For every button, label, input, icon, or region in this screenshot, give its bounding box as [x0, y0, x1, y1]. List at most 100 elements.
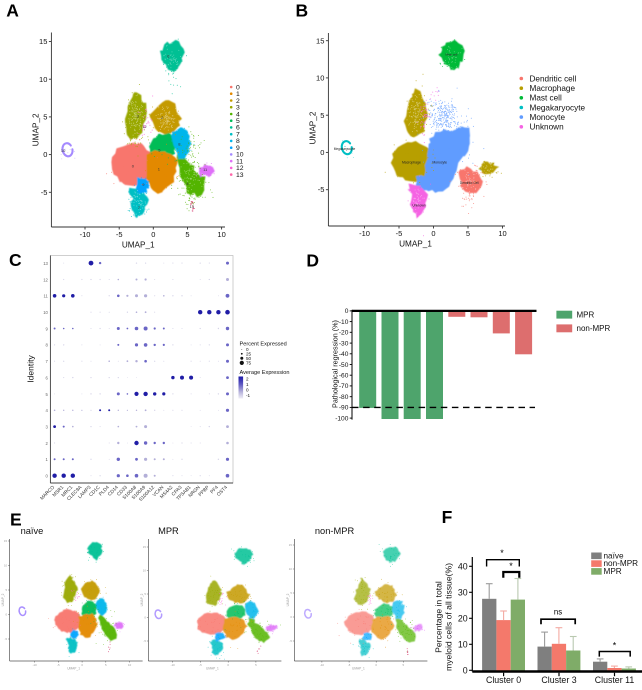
svg-text:-50: -50 [339, 362, 349, 369]
svg-text:MPR: MPR [158, 526, 179, 536]
svg-text:Mast cell: Mast cell [445, 52, 457, 56]
svg-text:10: 10 [498, 229, 506, 238]
svg-text:0: 0 [46, 474, 49, 479]
svg-text:3: 3 [46, 424, 49, 429]
svg-text:2: 2 [46, 441, 49, 446]
svg-text:7: 7 [46, 359, 49, 364]
svg-text:5: 5 [185, 230, 189, 239]
svg-text:UMAP_2: UMAP_2 [32, 113, 41, 146]
svg-text:UMAP_1: UMAP_1 [206, 667, 219, 671]
svg-text:1: 1 [236, 91, 240, 98]
svg-text:naïve: naïve [21, 526, 44, 536]
svg-text:0: 0 [320, 148, 324, 157]
svg-text:30: 30 [458, 587, 468, 597]
svg-text:13: 13 [236, 172, 244, 179]
svg-text:0: 0 [246, 388, 249, 393]
svg-text:-5: -5 [116, 230, 123, 239]
svg-text:UMAP_1: UMAP_1 [67, 667, 80, 671]
svg-text:0: 0 [431, 229, 435, 238]
svg-text:UMAP_2: UMAP_2 [1, 593, 5, 606]
svg-text:MPR: MPR [577, 310, 595, 319]
svg-text:0: 0 [81, 663, 83, 667]
svg-text:UMAP_1: UMAP_1 [352, 667, 365, 671]
svg-text:Cluster 11: Cluster 11 [595, 675, 635, 685]
svg-text:10: 10 [128, 663, 132, 667]
svg-text:9: 9 [142, 182, 145, 187]
svg-text:-30: -30 [339, 340, 349, 347]
svg-text:-5: -5 [396, 229, 403, 238]
svg-text:40: 40 [458, 561, 468, 571]
svg-text:-5: -5 [199, 663, 202, 667]
svg-text:0: 0 [246, 347, 249, 352]
svg-text:Unknown: Unknown [530, 123, 565, 132]
svg-text:6: 6 [167, 53, 170, 58]
svg-text:Percentage in total: Percentage in total [434, 581, 444, 653]
svg-text:9: 9 [236, 145, 240, 152]
svg-text:*: * [509, 561, 513, 571]
svg-text:ns: ns [554, 608, 562, 617]
svg-text:12: 12 [142, 124, 147, 129]
svg-text:-5: -5 [143, 639, 146, 643]
svg-text:3: 3 [136, 114, 139, 119]
svg-text:-90: -90 [339, 405, 349, 412]
svg-text:Unknown: Unknown [412, 204, 426, 208]
svg-text:-10: -10 [171, 663, 175, 667]
svg-text:15: 15 [289, 543, 293, 547]
svg-text:-5: -5 [41, 188, 48, 197]
svg-text:0: 0 [227, 663, 229, 667]
svg-text:11: 11 [203, 167, 208, 172]
svg-text:10: 10 [458, 639, 468, 649]
svg-text:UMAP_1: UMAP_1 [122, 241, 155, 250]
svg-text:10: 10 [4, 564, 8, 568]
svg-text:15: 15 [39, 37, 47, 46]
svg-text:non-MPR: non-MPR [604, 559, 639, 568]
svg-text:UMAP_2: UMAP_2 [309, 111, 318, 144]
svg-text:0: 0 [151, 230, 155, 239]
svg-text:*: * [500, 548, 504, 558]
svg-text:-40: -40 [339, 351, 349, 358]
svg-text:-80: -80 [339, 394, 349, 401]
svg-text:11: 11 [44, 294, 49, 299]
svg-text:-20: -20 [339, 330, 349, 337]
svg-text:Identity: Identity [26, 355, 36, 383]
svg-text:4: 4 [236, 111, 240, 118]
svg-text:0: 0 [463, 665, 468, 675]
svg-text:9: 9 [46, 326, 49, 331]
svg-text:Cluster 0: Cluster 0 [486, 675, 521, 685]
svg-text:myeloid cells of all tissue(%): myeloid cells of all tissue(%) [444, 563, 454, 671]
svg-text:1: 1 [246, 382, 249, 387]
svg-text:Cluster 3: Cluster 3 [541, 675, 576, 685]
svg-text:Dendritic cell: Dendritic cell [530, 74, 577, 83]
svg-text:10: 10 [39, 75, 47, 84]
svg-text:5: 5 [43, 113, 47, 122]
svg-text:0: 0 [6, 613, 8, 617]
svg-text:1: 1 [158, 166, 161, 171]
svg-text:8: 8 [236, 138, 240, 145]
svg-text:B: B [296, 1, 309, 21]
svg-text:MPR: MPR [604, 567, 622, 576]
svg-text:Average Expression: Average Expression [240, 370, 290, 376]
svg-text:15: 15 [4, 539, 8, 543]
svg-text:-5: -5 [318, 185, 325, 194]
svg-text:UMAP_2: UMAP_2 [140, 593, 144, 606]
svg-text:12: 12 [43, 277, 48, 282]
svg-text:5: 5 [144, 592, 146, 596]
svg-text:10: 10 [43, 310, 48, 315]
svg-text:F: F [442, 507, 453, 527]
svg-text:Pathological regression (%): Pathological regression (%) [331, 320, 340, 408]
svg-text:5: 5 [403, 663, 405, 667]
svg-text:-10: -10 [33, 663, 37, 667]
svg-text:UMAP_1: UMAP_1 [399, 240, 432, 249]
svg-text:non-MPR: non-MPR [315, 526, 355, 536]
svg-text:5: 5 [46, 392, 49, 397]
svg-text:5: 5 [158, 148, 161, 153]
svg-text:-60: -60 [339, 373, 349, 380]
svg-text:0: 0 [375, 663, 377, 667]
svg-text:6: 6 [236, 125, 240, 132]
svg-text:50: 50 [246, 356, 252, 361]
svg-text:4: 4 [46, 408, 49, 413]
svg-text:25: 25 [246, 352, 252, 357]
svg-text:-10: -10 [359, 229, 370, 238]
svg-text:*: * [613, 641, 617, 651]
svg-text:10: 10 [316, 74, 324, 83]
